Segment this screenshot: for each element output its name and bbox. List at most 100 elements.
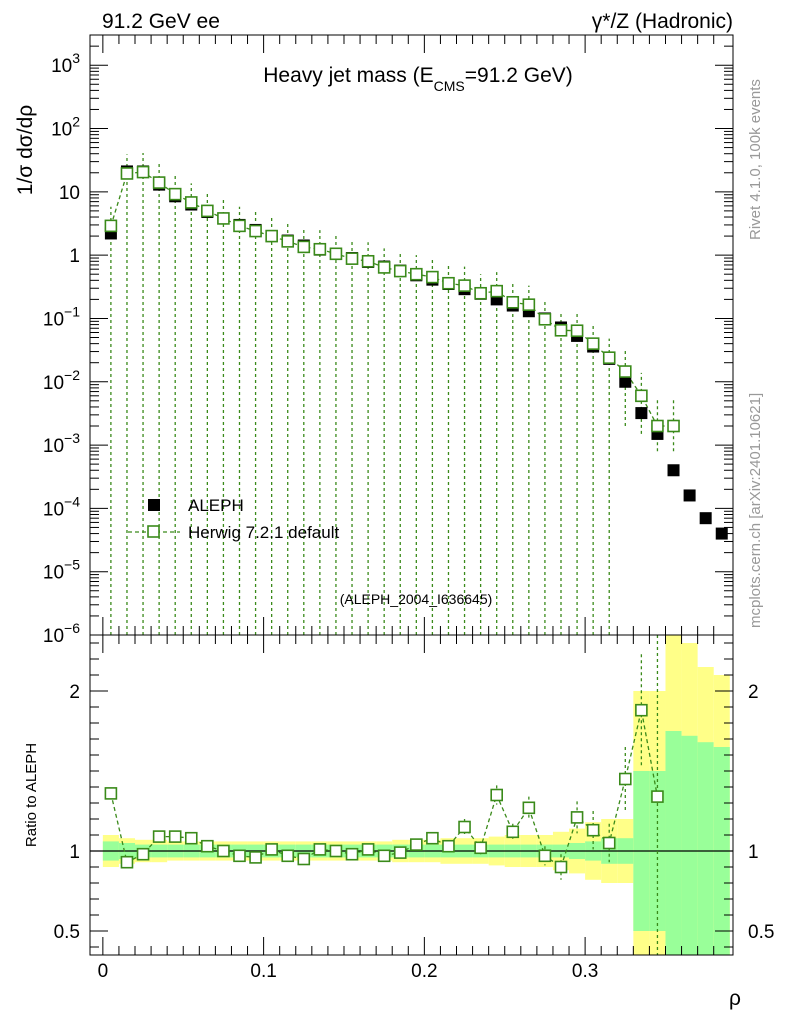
- ratio-herwig-point: [538, 849, 552, 863]
- ratio-herwig-point: [297, 852, 311, 866]
- herwig-point: [506, 295, 520, 309]
- main-ytick-label: 1: [69, 246, 80, 267]
- header-right: γ*/Z (Hadronic): [592, 10, 733, 33]
- ratio-herwig-point: [618, 772, 632, 786]
- main-ytick-label: 10: [59, 183, 80, 204]
- ratio-herwig-point: [586, 823, 600, 837]
- aleph-point: [635, 407, 648, 420]
- main-ytick-label: 10−3: [43, 430, 80, 457]
- herwig-point: [490, 284, 503, 298]
- ratio-herwig-point: [136, 847, 150, 861]
- ratio-herwig-point: [184, 831, 198, 845]
- herwig-point: [152, 176, 166, 189]
- herwig-point: [458, 279, 471, 292]
- herwig-point: [313, 242, 327, 256]
- herwig-point: [586, 337, 600, 350]
- main-y-axis-label: 1/σ dσ/dρ: [14, 105, 37, 195]
- herwig-point: [602, 351, 616, 364]
- ratio-herwig-point: [281, 849, 295, 863]
- herwig-point: [168, 187, 182, 201]
- herwig-point: [217, 212, 230, 225]
- ratio-herwig-point: [474, 841, 487, 855]
- ratio-herwig-point: [152, 830, 166, 843]
- ratio-herwig-point: [458, 820, 471, 834]
- ratio-herwig-point: [120, 855, 134, 869]
- herwig-point: [184, 196, 198, 209]
- herwig-point: [426, 270, 439, 284]
- ratio-ytick-label-right: 1: [748, 842, 759, 863]
- herwig-point: [554, 323, 568, 337]
- legend-label-aleph: ALEPH: [188, 496, 244, 515]
- ratio-ytick-label: 1: [69, 842, 80, 863]
- herwig-point: [570, 324, 584, 338]
- main-title: Heavy jet mass (ECMS=91.2 GeV): [263, 64, 573, 94]
- herwig-point: [538, 312, 552, 326]
- ratio-herwig-point: [233, 849, 246, 863]
- herwig-point: [136, 165, 150, 179]
- aleph-point: [667, 464, 680, 477]
- ratio-herwig-point: [410, 838, 423, 851]
- aleph-point: [715, 527, 728, 540]
- ratio-band-inner: [697, 742, 714, 955]
- herwig-point: [618, 365, 632, 378]
- herwig-point: [377, 261, 391, 274]
- herwig-point: [120, 167, 134, 180]
- ratio-herwig-point: [249, 851, 262, 864]
- herwig-point: [297, 240, 311, 254]
- ratio-panel: 0.5 0.5 1 1 2 2 0 0.1 0.2 0.3 Ratio to ALEPH ρ: [23, 634, 774, 1010]
- x-axis-label: ρ: [729, 987, 741, 1010]
- ratio-plot-frame: [89, 634, 734, 956]
- herwig-point: [249, 224, 262, 238]
- aleph-point: [619, 375, 632, 388]
- ratio-xtick-label: 0.2: [411, 961, 437, 982]
- ratio-marks: [104, 635, 664, 955]
- ratio-herwig-point: [377, 849, 391, 863]
- main-ticks: 10−6 10−5 10−4 10−3 10−2 10−1 1 10 102 103: [43, 34, 733, 647]
- herwig-point: [522, 298, 536, 311]
- main-ytick-label: 10−2: [43, 367, 80, 394]
- main-ytick-label: 10−1: [43, 303, 80, 330]
- main-marks: [104, 153, 728, 635]
- main-ytick-label: 10−6: [43, 620, 80, 647]
- ratio-ytick-label: 0.5: [54, 922, 80, 943]
- ratio-y-axis-label: Ratio to ALEPH: [23, 743, 40, 847]
- ratio-herwig-point: [635, 703, 648, 717]
- ratio-xtick-label: 0.1: [250, 961, 276, 982]
- ratio-bands: [90, 635, 733, 955]
- ratio-herwig-point: [361, 843, 375, 856]
- aleph-point: [699, 512, 712, 525]
- ratio-herwig-point: [442, 839, 455, 853]
- ratio-herwig-point: [651, 790, 664, 803]
- ratio-ytick-label: 2: [69, 682, 80, 703]
- ratio-herwig-point: [602, 836, 616, 850]
- ratio-herwig-point: [265, 843, 278, 856]
- ratio-herwig-point: [393, 846, 407, 859]
- ratio-band-inner: [665, 731, 682, 955]
- main-ytick-label: 103: [51, 50, 80, 77]
- herwig-point: [651, 419, 664, 433]
- ratio-herwig-point: [522, 801, 536, 815]
- header-left: 91.2 GeV ee: [102, 10, 220, 33]
- herwig-point: [345, 252, 359, 265]
- aleph-point: [683, 489, 696, 502]
- herwig-point: [281, 235, 295, 248]
- ratio-herwig-point: [104, 787, 118, 800]
- side-text-rivet: Rivet 4.1.0, 100k events: [747, 79, 764, 240]
- herwig-point: [104, 219, 118, 233]
- ratio-herwig-point: [201, 839, 214, 853]
- ratio-ytick-label-right: 2: [748, 682, 759, 703]
- ratio-herwig-point: [168, 830, 182, 843]
- main-plot-frame: [89, 34, 734, 636]
- herwig-point: [635, 389, 648, 403]
- herwig-point: [361, 254, 375, 268]
- ratio-ytick-label-right: 0.5: [748, 922, 774, 943]
- herwig-point: [474, 286, 487, 300]
- herwig-point: [393, 264, 407, 278]
- ratio-herwig-point: [506, 825, 520, 839]
- herwig-point: [667, 419, 680, 433]
- ratio-band-inner: [681, 735, 698, 955]
- ratio-xtick-label: 0: [98, 961, 109, 982]
- main-ytick-label: 10−4: [43, 493, 80, 520]
- herwig-point: [442, 276, 455, 290]
